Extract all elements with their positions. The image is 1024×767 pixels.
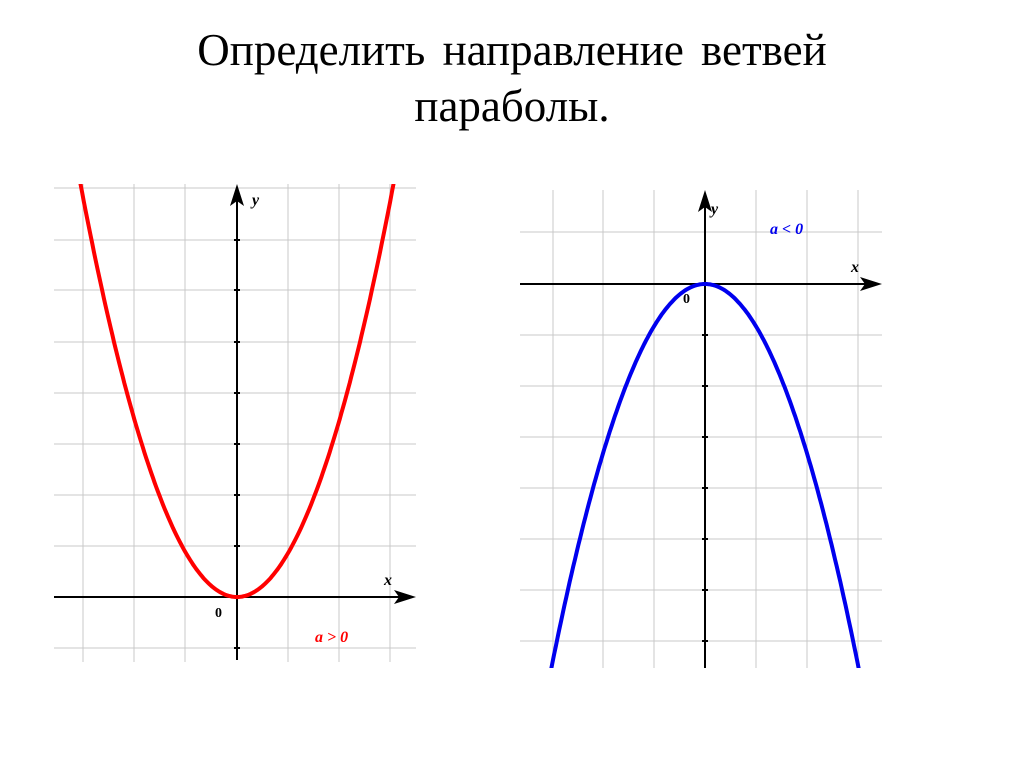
condition-label-left: a > 0 bbox=[315, 629, 348, 646]
slide-title: Определить направление ветвей параболы. bbox=[0, 22, 1024, 134]
condition-label-right: a < 0 bbox=[770, 221, 803, 238]
parabola-up bbox=[78, 184, 396, 599]
title-line-1: Определить направление ветвей bbox=[197, 25, 827, 75]
y-axis-label-right: y bbox=[709, 201, 719, 218]
grid-right bbox=[520, 190, 882, 668]
ticks-right bbox=[702, 334, 708, 642]
graph-right: x y 0 a < 0 bbox=[520, 190, 882, 668]
y-axis-left bbox=[230, 184, 244, 660]
y-axis-right bbox=[698, 190, 712, 668]
origin-label-left: 0 bbox=[215, 606, 222, 621]
parabola-down bbox=[549, 282, 861, 668]
x-axis-label-right: x bbox=[850, 259, 859, 276]
graph-left: x y 0 a > 0 bbox=[54, 184, 416, 662]
origin-label-right: 0 bbox=[683, 292, 690, 307]
ticks-left bbox=[234, 239, 240, 649]
y-axis-label-left: y bbox=[250, 192, 260, 209]
grid-left bbox=[54, 184, 416, 662]
title-line-2: параболы. bbox=[414, 81, 610, 131]
x-axis-label-left: x bbox=[383, 572, 392, 589]
